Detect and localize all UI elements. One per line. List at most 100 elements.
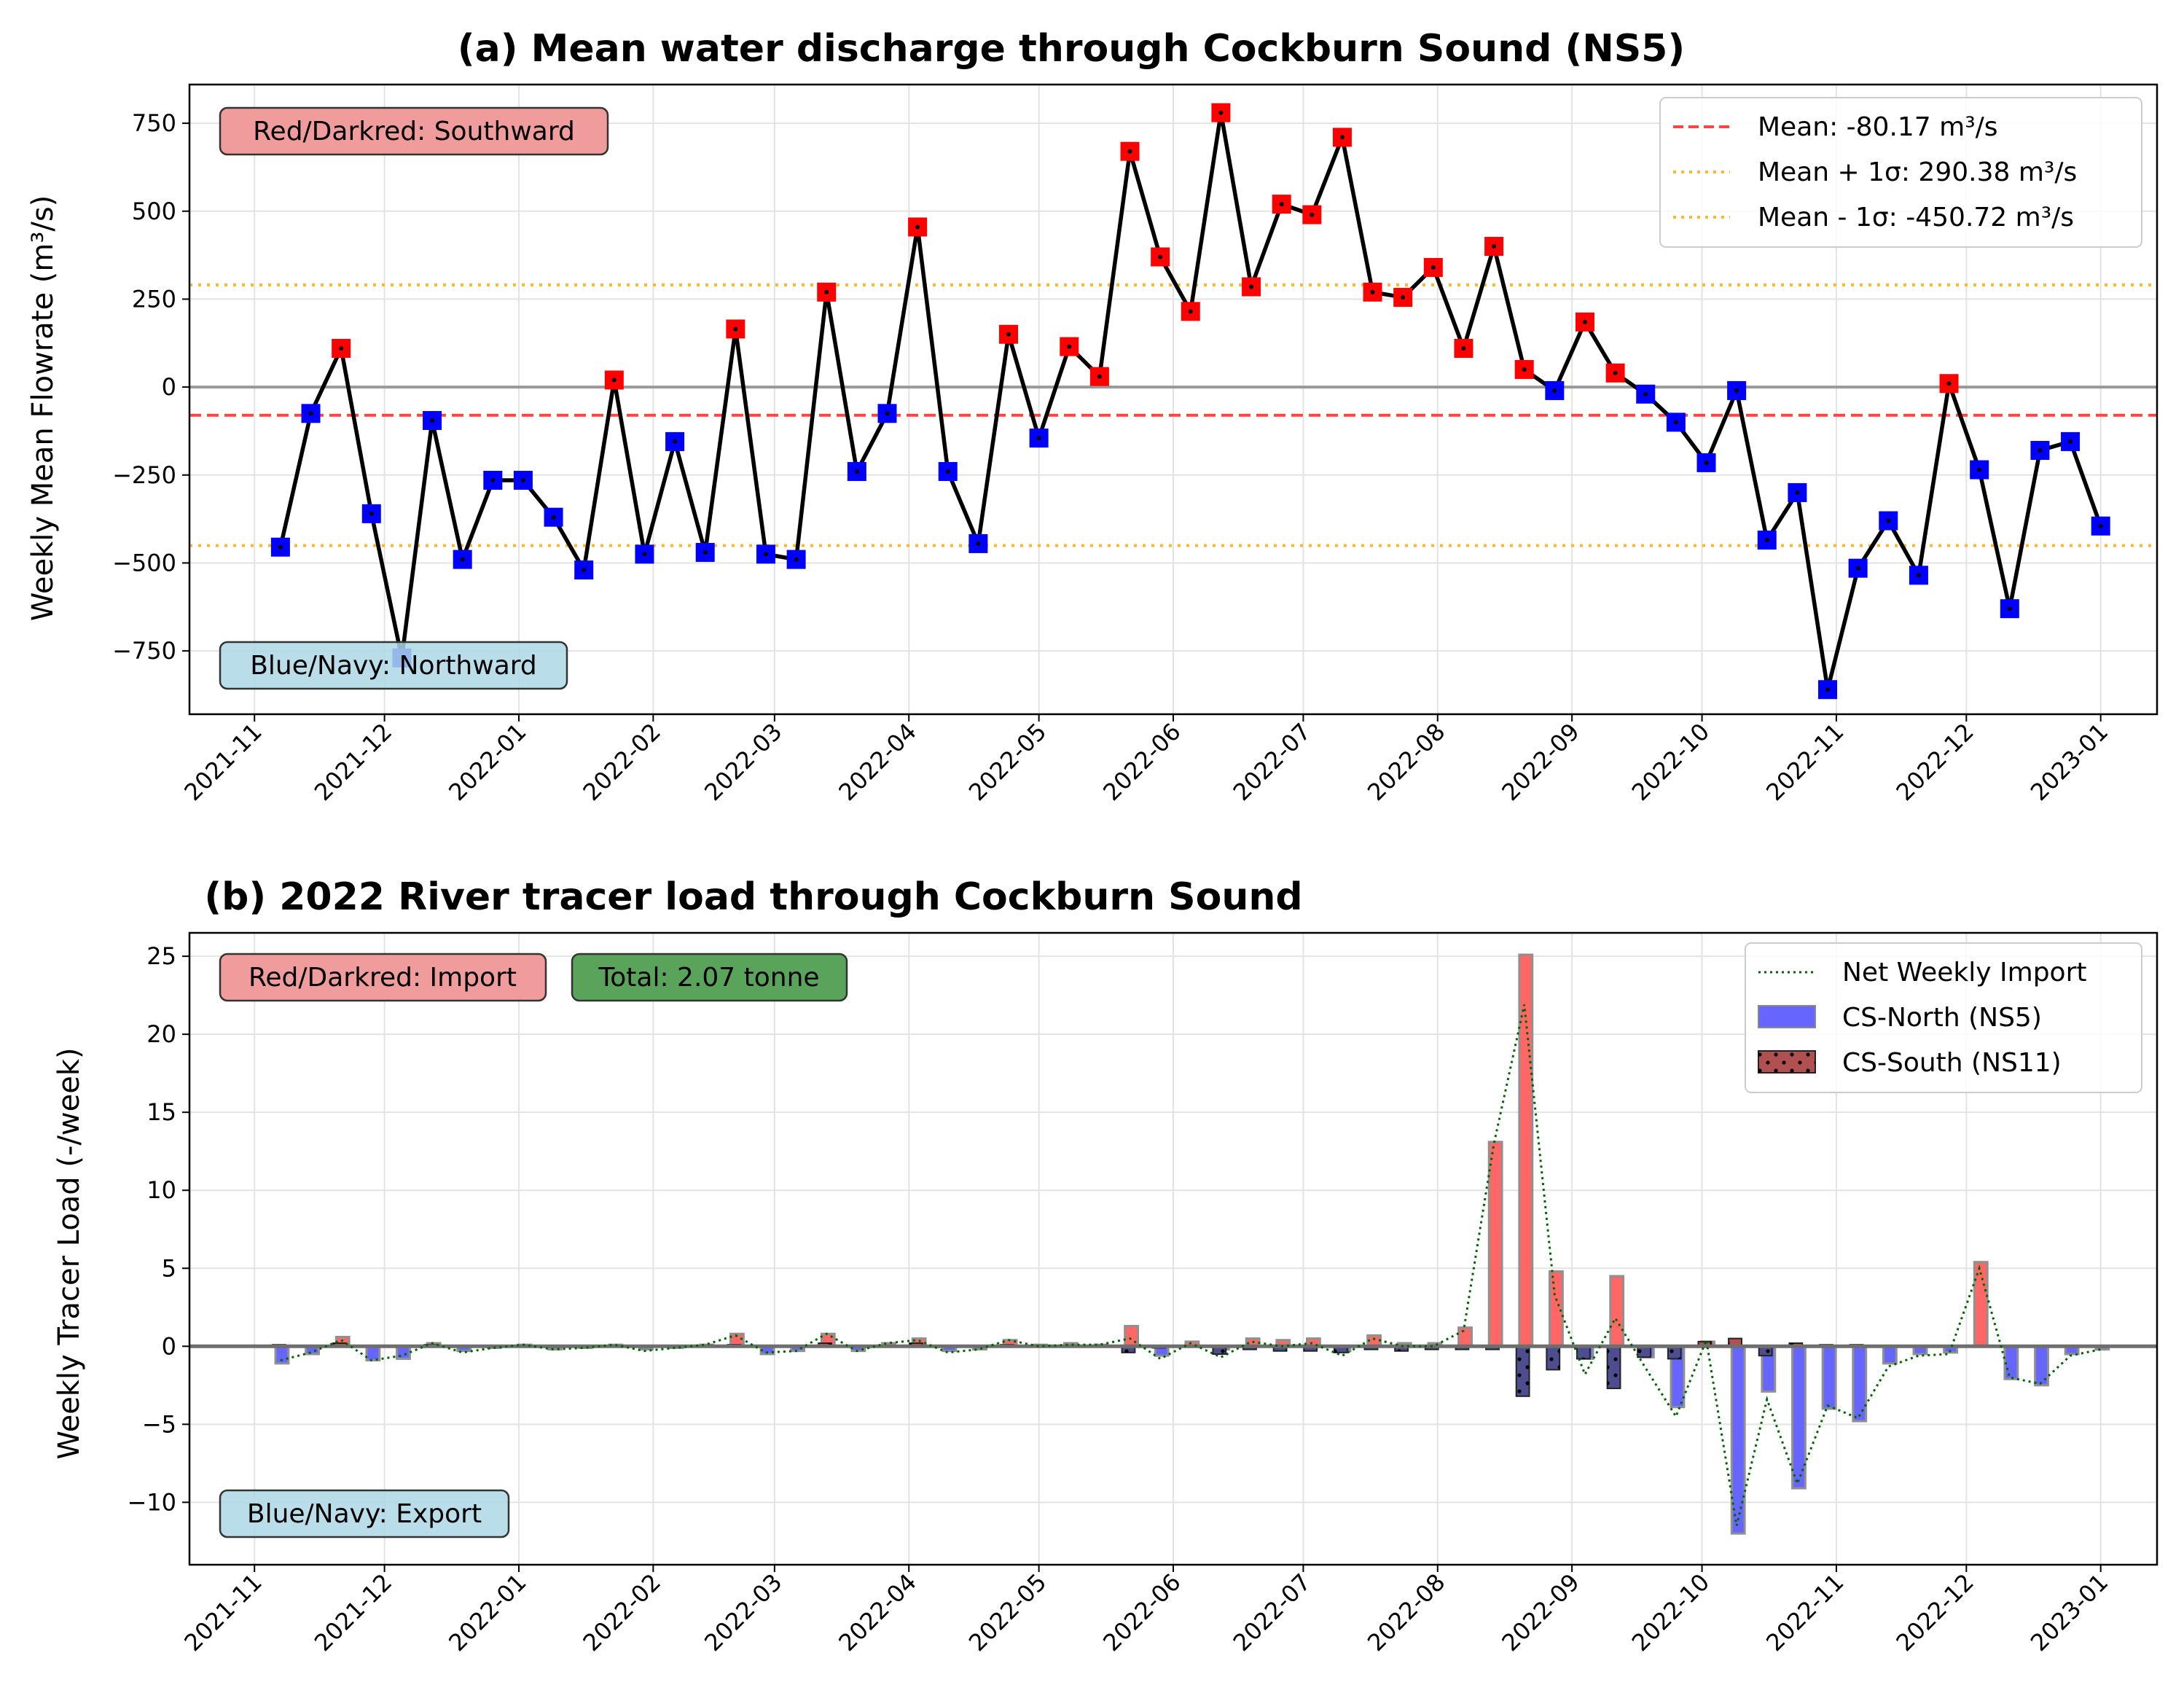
cs-south-bar-hatch xyxy=(1637,1346,1651,1358)
flowrate-point-center xyxy=(976,541,981,546)
flowrate-point-center xyxy=(1855,566,1860,571)
x-tick-label: 2023-01 xyxy=(2025,718,2113,806)
y-tick-label: −10 xyxy=(127,1488,176,1516)
cs-north-bar xyxy=(1518,953,1534,1348)
panel-a-note-southward: Red/Darkred: Southward xyxy=(219,106,609,156)
panel-b: (b) 2022 River tracer load through Cockb… xyxy=(52,875,2158,1657)
svg-text:Total: 2.07 tonne: Total: 2.07 tonne xyxy=(598,963,819,993)
flowrate-point-center xyxy=(824,289,829,294)
panel-b-title: (b) 2022 River tracer load through Cockb… xyxy=(204,875,1302,919)
flowrate-point-center xyxy=(1310,212,1315,217)
y-tick-label: −500 xyxy=(112,549,176,576)
flowrate-point-center xyxy=(1492,244,1497,249)
y-tick-label: −5 xyxy=(142,1410,176,1438)
flowrate-point-center xyxy=(2007,606,2012,611)
cs-south-bar-hatch xyxy=(1667,1346,1681,1359)
panel-a: (a) Mean water discharge through Cockbur… xyxy=(26,27,2158,806)
flowrate-point-center xyxy=(1582,319,1587,324)
y-tick-label: 0 xyxy=(162,373,176,401)
flowrate-point-center xyxy=(1339,135,1345,140)
x-tick-label: 2022-05 xyxy=(963,718,1052,806)
flowrate-point-center xyxy=(1067,344,1072,349)
x-tick-label: 2022-04 xyxy=(833,718,921,806)
flowrate-point-center xyxy=(1522,367,1527,372)
cs-north-bar xyxy=(1457,1326,1473,1348)
x-tick-label: 2021-11 xyxy=(179,1568,267,1657)
net-import-line xyxy=(280,1004,2101,1526)
flowrate-point-center xyxy=(1946,381,1952,386)
flowrate-point-center xyxy=(460,557,465,562)
y-tick-label: −750 xyxy=(112,637,176,665)
flowrate-point-center xyxy=(1552,388,1557,393)
cs-south-bar-hatch xyxy=(1213,1346,1226,1354)
flowrate-point-center xyxy=(278,544,283,550)
flowrate-point-center xyxy=(1764,538,1769,543)
x-tick-label: 2022-11 xyxy=(1761,1568,1849,1657)
x-tick-label: 2022-01 xyxy=(443,1568,531,1657)
flowrate-point-center xyxy=(551,515,556,520)
flowrate-point-center xyxy=(1097,374,1102,379)
x-tick-label: 2022-06 xyxy=(1097,718,1186,806)
flowrate-point-center xyxy=(1249,284,1254,289)
flowrate-point-center xyxy=(490,478,496,483)
x-tick-label: 2021-12 xyxy=(309,718,397,806)
x-tick-label: 2022-08 xyxy=(1362,1568,1450,1657)
x-tick-label: 2022-06 xyxy=(1097,1568,1186,1657)
x-tick-label: 2022-07 xyxy=(1228,718,1316,806)
y-tick-label: 0 xyxy=(162,1332,176,1360)
cs-north-bar xyxy=(1487,1141,1503,1348)
flowrate-point-center xyxy=(945,469,950,474)
flowrate-point-center xyxy=(702,550,708,555)
flowrate-point-center xyxy=(1188,309,1193,314)
y-tick-label: 5 xyxy=(162,1254,176,1282)
y-tick-label: 20 xyxy=(146,1020,176,1048)
x-tick-label: 2022-10 xyxy=(1627,718,1715,806)
flowrate-point-center xyxy=(520,478,525,483)
legend-mean-minus-sigma: Mean - 1σ: -450.72 m³/s xyxy=(1758,203,2074,232)
y-tick-label: 500 xyxy=(132,198,176,225)
panel-b-legend: Net Weekly Import CS-North (NS5) CS-Sout… xyxy=(1745,942,2142,1093)
x-tick-label: 2022-03 xyxy=(699,1568,787,1657)
flowrate-point-center xyxy=(1461,346,1466,351)
panel-b-ylabel: Weekly Tracer Load (-/week) xyxy=(52,1047,86,1459)
flowrate-point-center xyxy=(1218,110,1224,115)
flowrate-point-center xyxy=(1795,490,1800,495)
flowrate-point-center xyxy=(1006,332,1011,337)
cs-south-bar-hatch xyxy=(1576,1346,1590,1359)
flowrate-point-center xyxy=(369,511,374,516)
y-tick-label: 25 xyxy=(146,942,176,970)
flowrate-point-center xyxy=(582,568,587,573)
y-tick-label: 10 xyxy=(146,1176,176,1204)
plot-frame xyxy=(188,83,2158,716)
legend-cs-south: CS-South (NS11) xyxy=(1842,1048,2062,1078)
x-tick-label: 2022-01 xyxy=(443,718,531,806)
panel-a-ylabel: Weekly Mean Flowrate (m³/s) xyxy=(26,195,60,622)
x-tick-label: 2022-09 xyxy=(1496,718,1584,806)
panel-b-note-import: Red/Darkred: Import xyxy=(219,953,547,1002)
flowrate-point-center xyxy=(1370,289,1375,294)
cs-south-bar-hatch xyxy=(1334,1346,1347,1353)
cs-north-bar xyxy=(1124,1324,1140,1348)
cs-north-bar xyxy=(1852,1345,1868,1423)
flowrate-point-center xyxy=(2068,439,2073,444)
flowrate-point-center xyxy=(611,378,617,383)
x-tick-label: 2022-12 xyxy=(1891,1568,1979,1657)
legend-net-import: Net Weekly Import xyxy=(1842,958,2087,988)
svg-text:Red/Darkred: Import: Red/Darkred: Import xyxy=(248,963,517,993)
x-tick-label: 2022-04 xyxy=(833,1568,921,1657)
cs-south-bar-hatch xyxy=(1546,1346,1560,1370)
cs-north-bar xyxy=(1882,1345,1898,1365)
flowrate-point-center xyxy=(1734,388,1739,393)
cs-north-bar xyxy=(1821,1345,1837,1410)
cs-south-bar-hatch xyxy=(1607,1346,1621,1389)
flowrate-point-center xyxy=(308,411,313,416)
flowrate-point-center xyxy=(1279,202,1284,207)
cs-south-bar-hatch xyxy=(1122,1346,1135,1353)
legend-mean-plus-sigma: Mean + 1σ: 290.38 m³/s xyxy=(1758,157,2077,187)
flowrate-point-center xyxy=(2038,447,2043,453)
x-tick-label: 2022-10 xyxy=(1627,1568,1715,1657)
y-tick-label: −250 xyxy=(112,461,176,489)
svg-text:Blue/Navy: Northward: Blue/Navy: Northward xyxy=(250,651,537,681)
flowrate-point-center xyxy=(673,439,678,444)
x-tick-label: 2021-11 xyxy=(179,718,267,806)
